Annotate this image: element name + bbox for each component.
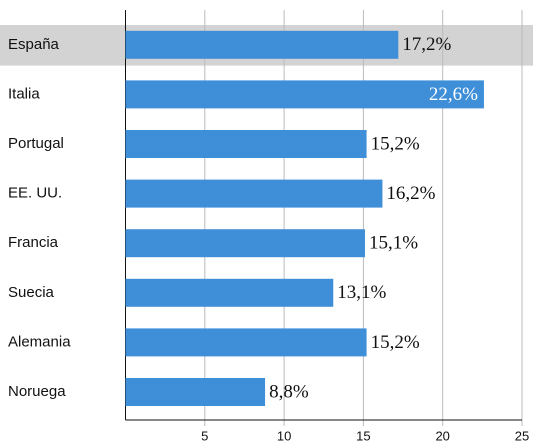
value-label: 15,2% (371, 133, 420, 154)
value-label: 17,2% (402, 34, 451, 55)
bar (125, 130, 367, 158)
x-tick-label: 20 (435, 428, 449, 443)
bar (125, 378, 266, 406)
x-tick-label: 25 (515, 428, 529, 443)
category-label: España (8, 36, 60, 53)
value-label: 22,6% (429, 84, 478, 105)
x-tick-label: 5 (201, 428, 208, 443)
x-tick-label: 10 (277, 428, 291, 443)
value-label: 8,8% (269, 381, 309, 402)
bar (125, 278, 334, 307)
bar (125, 80, 484, 109)
category-label: Suecia (8, 284, 55, 301)
bar (125, 30, 399, 59)
bar (125, 179, 383, 208)
x-tick-label: 15 (356, 428, 370, 443)
value-label: 13,1% (337, 282, 386, 303)
category-label: Italia (8, 85, 40, 102)
category-label: Alemania (8, 333, 71, 350)
category-label: Noruega (8, 383, 66, 400)
bar (125, 328, 367, 357)
category-label: Portugal (8, 135, 64, 152)
category-label: EE. UU. (8, 185, 62, 202)
value-label: 16,2% (386, 183, 435, 204)
value-label: 15,2% (371, 332, 420, 353)
bar (125, 229, 365, 258)
value-label: 15,1% (369, 233, 418, 254)
category-label: Francia (8, 234, 59, 251)
